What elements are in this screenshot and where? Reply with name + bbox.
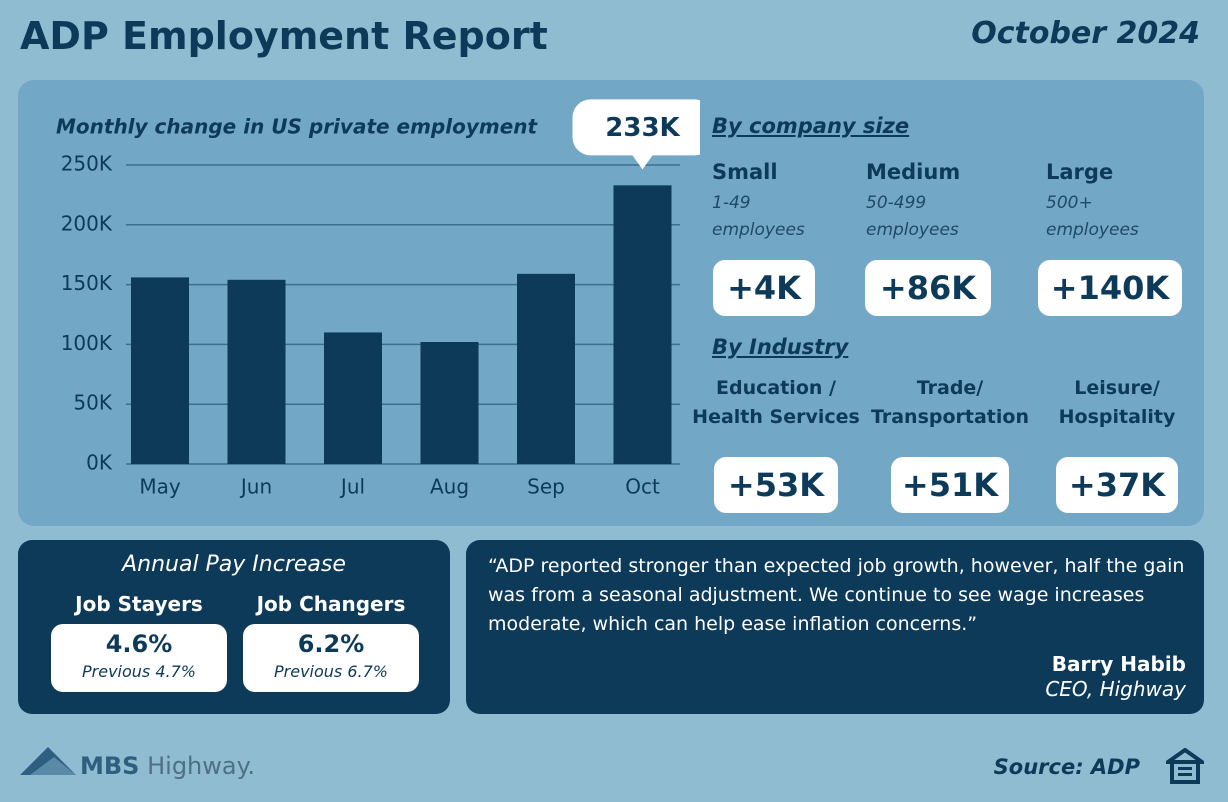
pay-value: 6.2% <box>297 630 365 658</box>
size-value: +86K <box>865 260 991 316</box>
pay-title: Annual Pay Increase <box>122 552 346 577</box>
industry-value: +37K <box>1056 457 1178 513</box>
logo-brand: MBS <box>80 752 140 780</box>
size-range: 500+ employees <box>1046 193 1139 240</box>
size-heading: By company size <box>712 114 910 138</box>
size-range: 1-49 employees <box>712 193 805 240</box>
size-range: 50-499 employees <box>866 193 959 240</box>
x-tick-label: Aug <box>430 475 469 499</box>
bar <box>613 185 672 464</box>
y-tick-label: 50K <box>73 391 112 415</box>
industry-name: Leisure/ Hospitality <box>1058 377 1176 428</box>
y-tick-label: 250K <box>61 152 113 176</box>
pay-value: 4.6% <box>105 630 173 658</box>
bar <box>131 277 189 464</box>
x-tick-label: May <box>139 475 181 499</box>
x-tick-label: Oct <box>625 475 660 499</box>
size-name: Small <box>712 160 778 184</box>
chart: Monthly change in US private employment … <box>56 99 700 499</box>
industry-name: Trade/ Transportation <box>870 377 1029 428</box>
bar <box>227 279 286 464</box>
title: ADP Employment Report <box>20 14 548 58</box>
pay-name: Job Stayers <box>75 592 203 616</box>
value-label: 233K <box>605 113 680 143</box>
industry-value: +53K <box>714 457 838 513</box>
date: October 2024 <box>971 16 1200 51</box>
x-tick-label: Jun <box>239 475 272 499</box>
chart-title: Monthly change in US private employment <box>56 115 539 139</box>
y-tick-label: 0K <box>86 451 113 475</box>
industry-heading: By Industry <box>712 335 849 359</box>
source: Source: ADP <box>993 755 1140 779</box>
pay-previous: Previous 4.7% <box>82 662 196 681</box>
y-tick-label: 150K <box>61 271 113 295</box>
y-tick-label: 200K <box>61 211 113 235</box>
logo: MBS Highway. <box>80 752 255 780</box>
quote-text: “ADP reported stronger than expected job… <box>488 555 1185 635</box>
size-name: Large <box>1046 160 1114 184</box>
logo-icon <box>20 747 76 775</box>
industry-value: +51K <box>891 457 1009 513</box>
x-tick-label: Jul <box>339 475 365 499</box>
pay-box: 4.6% Previous 4.7% <box>51 624 227 692</box>
quote-role: CEO, Highway <box>1045 677 1186 701</box>
quote-panel: “ADP reported stronger than expected job… <box>466 540 1204 714</box>
pay-previous: Previous 6.7% <box>274 662 388 681</box>
pay-panel: Annual Pay Increase Job Stayers 4.6% Previ… <box>18 540 450 714</box>
bar <box>324 332 382 464</box>
size-value: +4K <box>713 260 815 316</box>
callout <box>572 99 700 170</box>
logo-sub: Highway. <box>147 752 256 780</box>
bar <box>517 273 575 464</box>
pay-name: Job Changers <box>256 592 406 616</box>
size-value: +140K <box>1038 260 1182 316</box>
pay-box: 6.2% Previous 6.7% <box>243 624 419 692</box>
eho-icon <box>1166 748 1204 784</box>
y-tick-label: 100K <box>61 331 113 355</box>
bar <box>420 342 479 464</box>
industry-name: Education / Health Services <box>692 377 860 428</box>
x-tick-label: Sep <box>527 475 565 499</box>
quote-author: Barry Habib <box>1051 652 1186 676</box>
size-name: Medium <box>866 160 961 184</box>
